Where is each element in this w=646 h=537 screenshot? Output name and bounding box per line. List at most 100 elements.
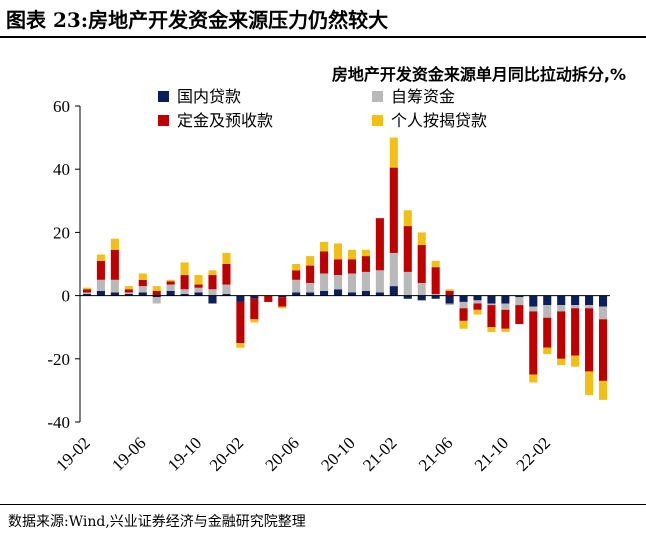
bar-segment — [320, 273, 329, 291]
bar-segment — [459, 301, 468, 309]
bar-segment — [515, 297, 524, 306]
bar-segment — [96, 254, 105, 261]
bar-segment — [403, 271, 412, 296]
bar-segment — [236, 343, 245, 348]
x-tick-label: 21-10 — [471, 433, 512, 474]
bar-segment — [222, 252, 231, 264]
bar-segment — [250, 298, 259, 320]
bar-segment — [389, 137, 398, 168]
bar-segment — [222, 294, 231, 296]
bar-segment — [431, 267, 440, 295]
bar-segment — [152, 286, 161, 291]
bar-segment — [278, 295, 287, 298]
bar-segment — [194, 284, 203, 288]
bar-segment — [473, 295, 482, 301]
bar-segment — [138, 286, 147, 293]
bar-segment — [166, 279, 175, 282]
bar-segment — [347, 273, 357, 293]
bar-segment — [194, 287, 203, 293]
chart-title: 房地产开发资金来源单月同比拉动拆分,% — [332, 65, 626, 84]
bar-segment — [166, 290, 175, 296]
legend-label: 个人按揭贷款 — [391, 111, 487, 130]
bar-segment — [431, 260, 440, 268]
y-tick-label: -40 — [47, 413, 70, 432]
bar-segment — [194, 275, 203, 285]
bar-segment — [138, 273, 147, 280]
bar-segment — [208, 295, 217, 304]
bar-segment — [292, 279, 301, 293]
legend-label: 自筹资金 — [391, 87, 455, 106]
bar-segment — [571, 295, 580, 306]
bar-segment — [333, 259, 343, 276]
bar-segment — [138, 292, 147, 296]
bar-segment — [124, 289, 133, 293]
bar-segment — [501, 309, 510, 329]
bar-segment — [571, 355, 580, 367]
bar-segment — [501, 295, 510, 304]
bar-segment — [222, 264, 231, 285]
bar-segment — [180, 262, 189, 276]
bar-segment — [417, 245, 426, 283]
bar-segment — [361, 290, 370, 296]
bar-segment — [278, 297, 287, 307]
bar-segment — [598, 380, 608, 400]
title-rule — [0, 36, 646, 38]
y-tick-label: 40 — [53, 160, 70, 179]
bar-segment — [361, 249, 370, 257]
bar-segment — [82, 289, 92, 293]
bar-segment — [529, 374, 538, 383]
legend-label: 国内贷款 — [177, 87, 241, 106]
bar-segment — [529, 295, 538, 307]
bar-segment — [110, 292, 119, 296]
bar-segment — [389, 252, 398, 287]
bar-segment — [557, 295, 566, 306]
bar-segment — [110, 279, 119, 293]
bar-segment — [110, 249, 119, 280]
bar-segment — [487, 295, 496, 304]
bar-segment — [347, 249, 357, 260]
bar-segment — [557, 358, 566, 366]
bar-segment — [529, 311, 538, 375]
bar-segment — [194, 292, 203, 296]
legend-swatch — [158, 91, 169, 102]
bar-segment — [236, 301, 245, 343]
x-tick-label: 20-02 — [206, 433, 247, 474]
bar-segment — [222, 284, 231, 295]
bar-segment — [487, 327, 496, 332]
bar-segment — [571, 308, 580, 356]
bar-segment — [124, 292, 133, 295]
bar-segment — [152, 297, 161, 304]
bars-group — [82, 137, 608, 400]
y-tick-label: 60 — [53, 97, 70, 116]
bar-segment — [585, 295, 594, 306]
bar-segment — [292, 270, 301, 280]
bar-segment — [320, 251, 329, 274]
bar-segment — [152, 290, 161, 296]
source-note: 数据来源:Wind,兴业证券经济与金融研究院整理 — [8, 514, 306, 530]
bar-segment — [278, 306, 287, 309]
bar-segment — [585, 305, 594, 309]
bar-segment — [487, 303, 496, 306]
bar-segment — [431, 295, 440, 299]
bar-segment — [445, 303, 454, 306]
bar-segment — [152, 295, 161, 298]
x-tick-label: 22-02 — [513, 433, 554, 474]
bar-segment — [82, 287, 92, 290]
bar-segment — [571, 305, 580, 309]
bar-segment — [208, 289, 217, 296]
x-tick-label: 19-02 — [52, 433, 93, 474]
bar-segment — [389, 286, 398, 296]
bar-segment — [445, 295, 454, 304]
bar-segment — [375, 292, 384, 296]
bar-segment — [306, 282, 315, 293]
bar-segment — [585, 371, 594, 396]
legend-swatch — [372, 91, 383, 102]
bar-segment — [250, 295, 259, 299]
x-tick-label: 19-06 — [108, 433, 149, 474]
bar-segment — [557, 311, 566, 359]
bar-segment — [96, 290, 105, 296]
bar-segment — [375, 218, 384, 271]
bar-segment — [333, 275, 343, 290]
